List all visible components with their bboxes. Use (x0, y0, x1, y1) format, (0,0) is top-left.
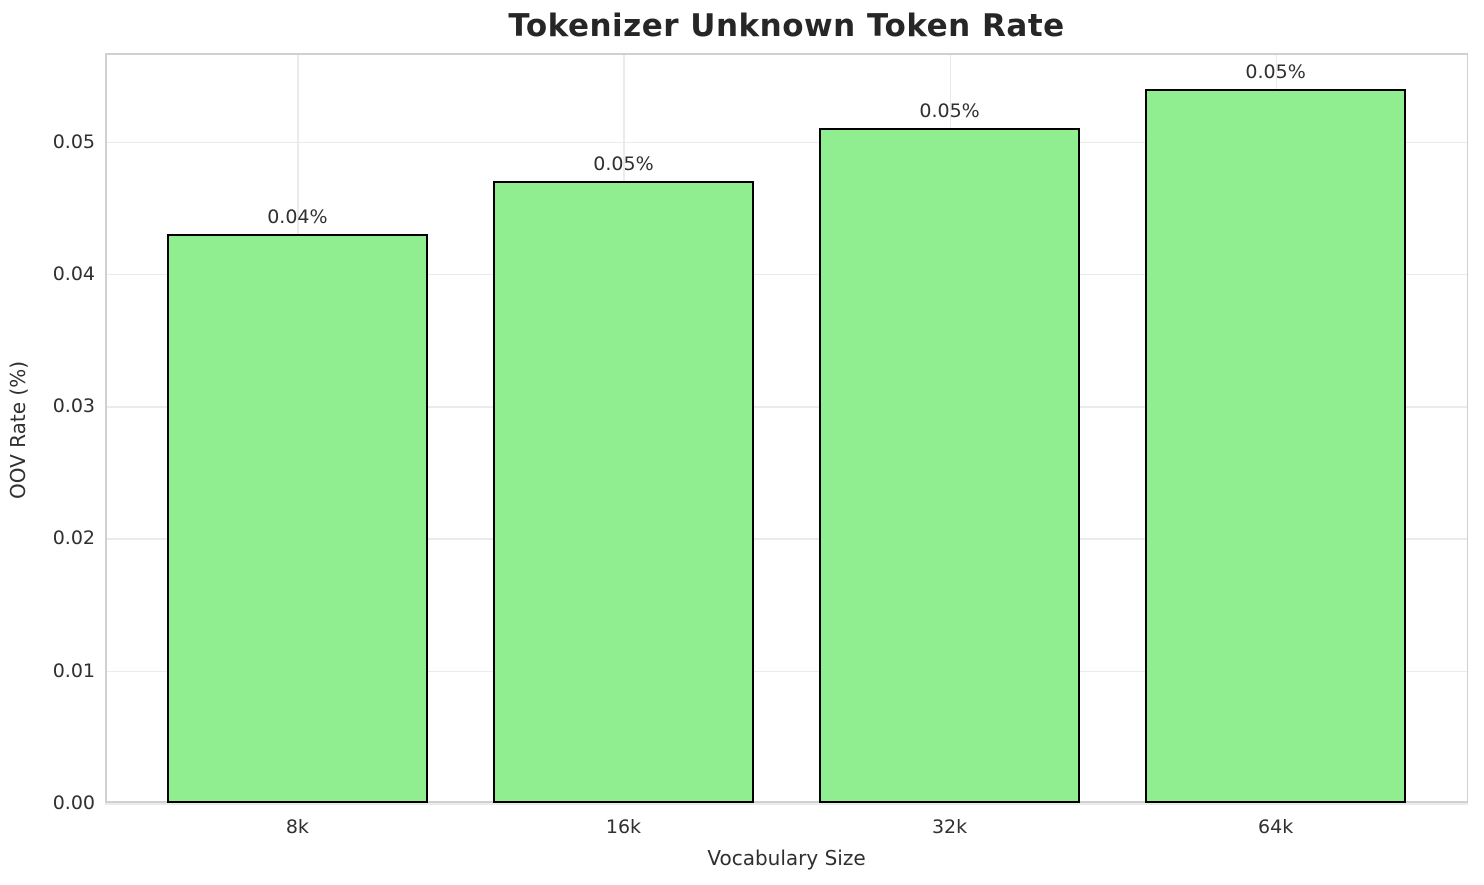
y-tick-label: 0.01 (52, 659, 95, 682)
horizontal-gridline (105, 670, 1468, 673)
y-tick-label: 0.02 (52, 527, 95, 550)
top-spine (105, 53, 1468, 55)
bar-value-label: 0.05% (1245, 60, 1306, 83)
x-tick-label: 32k (931, 816, 968, 838)
x-tick-label: 16k (605, 816, 642, 838)
horizontal-gridline (105, 406, 1468, 408)
y-tick-label: 0.04 (52, 262, 95, 285)
horizontal-gridline (105, 141, 1468, 144)
left-spine (105, 53, 107, 803)
horizontal-gridline (105, 538, 1468, 540)
x-tick-label: 64k (1258, 816, 1294, 838)
x-axis-title: Vocabulary Size (707, 846, 866, 870)
bar-8k (166, 234, 428, 803)
y-tick-label: 0.03 (52, 395, 95, 418)
y-tick-label: 0.00 (52, 792, 95, 814)
bar-32k (819, 128, 1080, 803)
horizontal-gridline (105, 273, 1468, 276)
chart-title: Tokenizer Unknown Token Rate (508, 8, 1065, 44)
plot-area (105, 53, 1468, 805)
bar-value-label: 0.04% (267, 206, 328, 229)
x-axis-line (105, 801, 1468, 803)
bar-64k (1145, 88, 1407, 803)
bar-16k (493, 181, 754, 803)
x-tick-label: 8k (285, 816, 309, 838)
y-axis-title: OOV Rate (%) (6, 361, 30, 499)
bar-value-label: 0.05% (593, 153, 654, 176)
bar-value-label: 0.05% (919, 100, 980, 123)
right-spine (1466, 53, 1468, 803)
horizontal-gridline (105, 803, 1468, 805)
y-tick-label: 0.05 (52, 130, 95, 153)
